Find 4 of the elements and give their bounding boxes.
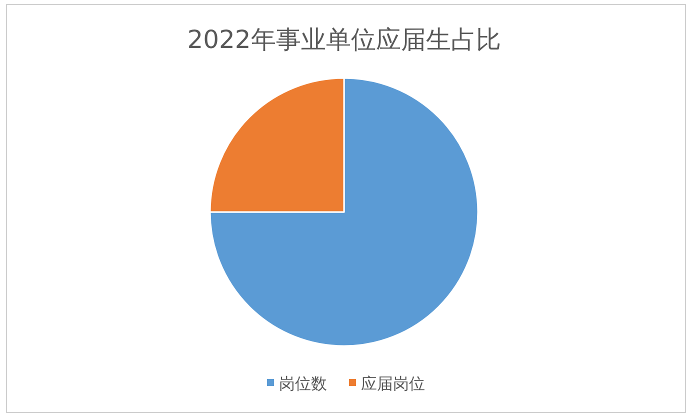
legend-label: 应届岗位 [361,374,425,393]
legend-label: 岗位数 [279,374,327,393]
title: 2022年事业单位应届生占比 [187,25,501,54]
legend: 岗位数 应届岗位 [267,374,425,393]
